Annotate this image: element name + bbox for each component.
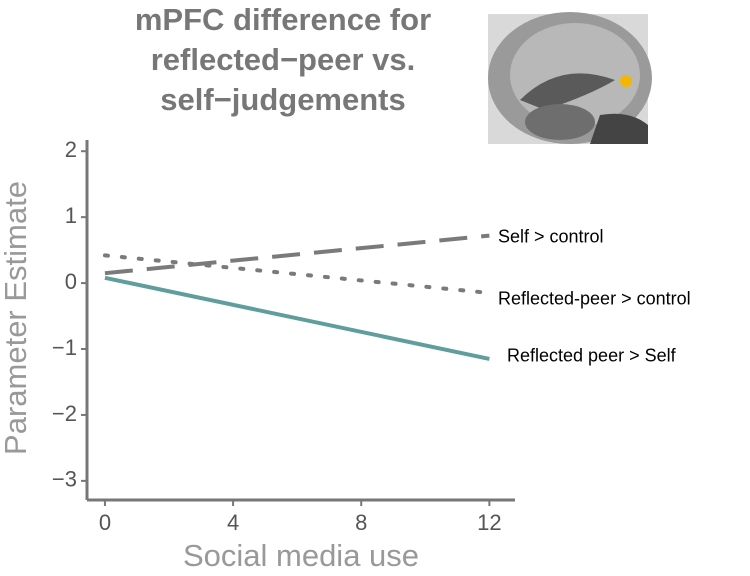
x-tick-label: 12 <box>477 510 501 535</box>
x-tick-label: 4 <box>227 510 239 535</box>
x-tick-label: 0 <box>99 510 111 535</box>
y-axis-label: Parameter Estimate <box>0 181 33 455</box>
y-tick-label: 1 <box>65 203 77 228</box>
series-label: Self > control <box>498 226 604 246</box>
x-axis-label: Social media use <box>183 538 419 573</box>
chart-title: mPFC difference for <box>135 2 431 37</box>
series-label: Reflected peer > Self <box>507 346 677 366</box>
brain-image <box>488 12 652 144</box>
y-tick-label: −3 <box>52 467 77 492</box>
series-line <box>104 233 490 276</box>
chart-title: self−judgements <box>160 82 406 117</box>
y-tick-label: −1 <box>52 335 77 360</box>
series-line <box>102 253 492 295</box>
y-tick-label: 0 <box>65 269 77 294</box>
series-label: Reflected-peer > control <box>498 289 691 309</box>
y-tick-label: −2 <box>52 401 77 426</box>
series-line <box>104 275 490 361</box>
chart-title: reflected−peer vs. <box>151 42 416 77</box>
x-tick-label: 8 <box>355 510 367 535</box>
y-tick-label: 2 <box>65 137 77 162</box>
